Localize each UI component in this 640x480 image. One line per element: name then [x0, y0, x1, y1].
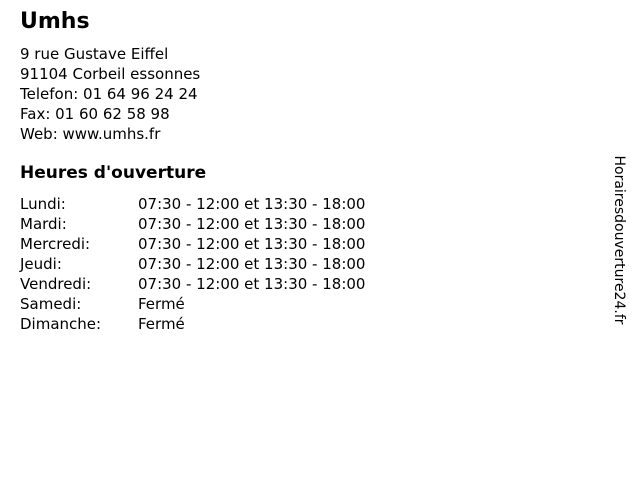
website-line: Web: www.umhs.fr	[20, 125, 161, 143]
hours-row-monday: Lundi: 07:30 - 12:00 et 13:30 - 18:00	[20, 194, 365, 214]
contact-block: 9 rue Gustave Eiffel 91104 Corbeil esson…	[20, 44, 200, 144]
times-value: Fermé	[138, 315, 185, 333]
day-label: Jeudi:	[20, 255, 62, 273]
hours-row-sunday: Dimanche: Fermé	[20, 314, 365, 334]
phone-line: Telefon: 01 64 96 24 24	[20, 85, 198, 103]
opening-hours-table: Lundi: 07:30 - 12:00 et 13:30 - 18:00 Ma…	[20, 194, 365, 334]
times-value: 07:30 - 12:00 et 13:30 - 18:00	[138, 215, 366, 233]
hours-row-friday: Vendredi: 07:30 - 12:00 et 13:30 - 18:00	[20, 274, 365, 294]
address-line-city: 91104 Corbeil essonnes	[20, 65, 201, 83]
hours-row-tuesday: Mardi: 07:30 - 12:00 et 13:30 - 18:00	[20, 214, 365, 234]
fax-line: Fax: 01 60 62 58 98	[20, 105, 170, 123]
times-value: 07:30 - 12:00 et 13:30 - 18:00	[138, 255, 366, 273]
business-name-title: Umhs	[20, 9, 90, 34]
day-label: Samedi:	[20, 295, 82, 313]
hours-row-wednesday: Mercredi: 07:30 - 12:00 et 13:30 - 18:00	[20, 234, 365, 254]
times-value: 07:30 - 12:00 et 13:30 - 18:00	[138, 235, 366, 253]
watermark-vertical-label: Horairesdouverture24.fr	[611, 155, 627, 325]
day-label: Vendredi:	[20, 275, 92, 293]
times-value: Fermé	[138, 295, 185, 313]
times-value: 07:30 - 12:00 et 13:30 - 18:00	[138, 275, 366, 293]
day-label: Mardi:	[20, 215, 67, 233]
times-value: 07:30 - 12:00 et 13:30 - 18:00	[138, 195, 366, 213]
opening-hours-title: Heures d'ouverture	[20, 163, 207, 183]
hours-row-thursday: Jeudi: 07:30 - 12:00 et 13:30 - 18:00	[20, 254, 365, 274]
hours-row-saturday: Samedi: Fermé	[20, 294, 365, 314]
day-label: Mercredi:	[20, 235, 91, 253]
day-label: Dimanche:	[20, 315, 102, 333]
address-line-street: 9 rue Gustave Eiffel	[20, 45, 169, 63]
day-label: Lundi:	[20, 195, 66, 213]
